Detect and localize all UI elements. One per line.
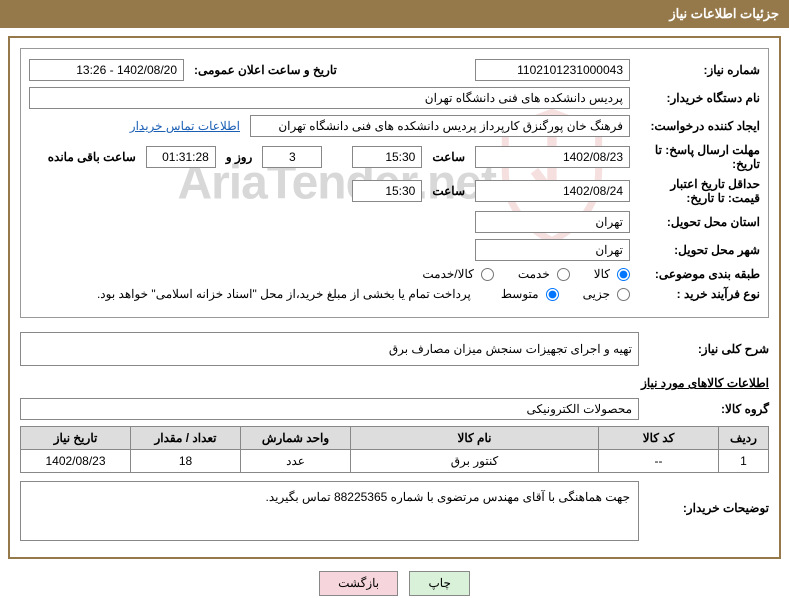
field-need-no: 1102101231000043 (475, 59, 630, 81)
label-announce-dt: تاریخ و ساعت اعلان عمومی: (184, 63, 347, 77)
purchase-note: پرداخت تمام یا بخشی از مبلغ خرید،از محل … (97, 287, 471, 301)
back-button[interactable]: بازگشت (319, 571, 398, 596)
field-general-desc: تهیه و اجرای تجهیزات سنجش میزان مصارف بر… (20, 332, 639, 366)
label-days-and: روز و (216, 150, 263, 164)
label-hour1: ساعت (422, 150, 475, 164)
cell-code: -- (599, 450, 719, 473)
cell-qty: 18 (131, 450, 241, 473)
field-validity-date: 1402/08/24 (475, 180, 630, 202)
field-deadline-time: 15:30 (352, 146, 422, 168)
th-row: ردیف (719, 427, 769, 450)
section-goods-info: اطلاعات کالاهای مورد نیاز (20, 376, 769, 390)
radio-khedmat[interactable]: خدمت (518, 267, 570, 281)
radio-jozii[interactable]: جزیی (583, 287, 630, 301)
field-remaining-time: 01:31:28 (146, 146, 216, 168)
field-buyer-org: پردیس دانشکده های فنی دانشگاه تهران (29, 87, 630, 109)
label-hour2: ساعت (422, 184, 475, 198)
label-buyer-org: نام دستگاه خریدار: (630, 91, 760, 105)
label-purchase-type: نوع فرآیند خرید : (630, 287, 760, 301)
title-bar: جزئیات اطلاعات نیاز (0, 0, 789, 28)
label-validity: حداقل تاریخ اعتبار قیمت: تا تاریخ: (630, 177, 760, 205)
label-remaining: ساعت باقی مانده (38, 150, 146, 164)
label-general-desc: شرح کلی نیاز: (639, 342, 769, 356)
inner-frame: AriaTender.net شماره نیاز: 1102101231000… (20, 48, 769, 318)
th-unit: واحد شمارش (241, 427, 351, 450)
field-announce-dt: 1402/08/20 - 13:26 (29, 59, 184, 81)
label-city: شهر محل تحویل: (630, 243, 760, 257)
field-goods-group: محصولات الکترونیکی (20, 398, 639, 420)
th-qty: تعداد / مقدار (131, 427, 241, 450)
label-province: استان محل تحویل: (630, 215, 760, 229)
category-radio-group: کالا خدمت کالا/خدمت (404, 267, 630, 281)
radio-jozii-input[interactable] (617, 288, 630, 301)
radio-motavaset-input[interactable] (546, 288, 559, 301)
field-city: تهران (475, 239, 630, 261)
field-province: تهران (475, 211, 630, 233)
label-deadline: مهلت ارسال پاسخ: تا تاریخ: (630, 143, 760, 171)
field-validity-time: 15:30 (352, 180, 422, 202)
outer-frame: AriaTender.net شماره نیاز: 1102101231000… (8, 36, 781, 559)
cell-unit: عدد (241, 450, 351, 473)
label-requester: ایجاد کننده درخواست: (630, 119, 760, 133)
label-goods-group: گروه کالا: (639, 402, 769, 416)
field-buyer-notes: جهت هماهنگی با آقای مهندس مرتضوی با شمار… (20, 481, 639, 541)
print-button[interactable]: چاپ (409, 571, 469, 596)
label-need-no: شماره نیاز: (630, 63, 760, 77)
field-requester: فرهنگ خان پورگنزق کارپرداز پردیس دانشکده… (250, 115, 630, 137)
table-row: 1 -- کنتور برق عدد 18 1402/08/23 (21, 450, 769, 473)
th-name: نام کالا (351, 427, 599, 450)
th-date: تاریخ نیاز (21, 427, 131, 450)
label-buyer-notes: توضیحات خریدار: (639, 481, 769, 541)
buyer-contact-link[interactable]: اطلاعات تماس خریدار (130, 119, 240, 133)
radio-kala-input[interactable] (617, 268, 630, 281)
table-header-row: ردیف کد کالا نام کالا واحد شمارش تعداد /… (21, 427, 769, 450)
button-row: چاپ بازگشت (0, 571, 789, 596)
th-code: کد کالا (599, 427, 719, 450)
cell-date: 1402/08/23 (21, 450, 131, 473)
radio-motavaset[interactable]: متوسط (501, 287, 559, 301)
cell-name: کنتور برق (351, 450, 599, 473)
cell-row: 1 (719, 450, 769, 473)
radio-kala[interactable]: کالا (594, 267, 630, 281)
field-deadline-date: 1402/08/23 (475, 146, 630, 168)
purchase-radio-group: جزیی متوسط (483, 287, 630, 301)
label-category: طبقه بندی موضوعی: (630, 267, 760, 281)
goods-table: ردیف کد کالا نام کالا واحد شمارش تعداد /… (20, 426, 769, 473)
radio-kala-khedmat[interactable]: کالا/خدمت (422, 267, 493, 281)
radio-kala-khedmat-input[interactable] (481, 268, 494, 281)
radio-khedmat-input[interactable] (557, 268, 570, 281)
field-remaining-days: 3 (262, 146, 322, 168)
